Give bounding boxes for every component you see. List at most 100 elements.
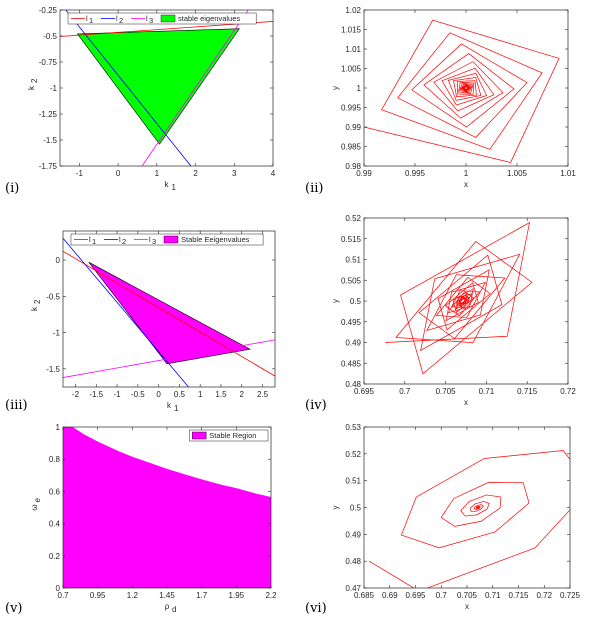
plot-area-iv — [385, 221, 533, 375]
x-tick-label: 1.01 — [560, 169, 576, 178]
legend-entry-label: l — [89, 235, 91, 244]
x-axis-label-sub: 1 — [174, 404, 179, 413]
x-axis-label: x — [465, 602, 469, 611]
x-tick-label: 1.95 — [229, 591, 245, 600]
axes-box-iii — [62, 230, 276, 388]
trajectory-iv — [385, 221, 533, 375]
x-tick-label: 0.715 — [508, 591, 529, 600]
y-tick-label: 0.53 — [345, 423, 361, 432]
y-tick-label: -1.25 — [39, 110, 58, 119]
y-axis-label-sub: 2 — [33, 299, 42, 304]
x-tick-label: 1 — [198, 390, 203, 399]
x-tick-label: 2.5 — [257, 390, 269, 399]
x-tick-label: 0.725 — [560, 591, 581, 600]
y-tick-label: 0.985 — [341, 143, 362, 152]
x-tick-label: 0 — [116, 169, 121, 178]
y-tick-label: 1 — [357, 84, 362, 93]
y-tick-label: 0.5 — [350, 297, 362, 306]
x-tick-label: -0.5 — [131, 390, 145, 399]
y-tick-label: 0.2 — [49, 552, 61, 561]
y-tick-label: 0.47 — [345, 584, 361, 593]
legend-box — [189, 429, 269, 442]
stable-region-iii — [88, 261, 251, 365]
trajectory-vi — [368, 450, 570, 588]
trajectory-ii — [364, 19, 560, 163]
panel-label-i: (i) — [5, 181, 19, 196]
svg-text:x: x — [464, 180, 468, 189]
svg-text:k: k — [30, 306, 39, 311]
plot-area-vi — [368, 450, 570, 588]
plot-area-ii — [364, 19, 560, 163]
chart-v: 0.7 0.95 1.2 1.45 1.7 1.95 2.2 0 0.2 0.4 0.6 0.8 1 ρ d… — [5, 423, 277, 616]
x-tick-label: 1.5 — [215, 390, 227, 399]
boundary-line-l3 — [63, 339, 275, 378]
x-tick-label: 0.69 — [382, 591, 398, 600]
chart-ii: 0.99 0.995 1 1.005 1.01 0.98 0.985 0.99 0.995 1 1.… — [305, 6, 576, 196]
x-tick-label: 0.7 — [57, 591, 69, 600]
legend-entry-sub: 1 — [89, 16, 93, 25]
legend-entry-label: l — [119, 235, 121, 244]
y-tick-label: -0.5 — [46, 292, 60, 301]
y-tick-label: 1.01 — [345, 45, 361, 54]
y-tick-label: 0.505 — [341, 276, 362, 285]
chart-vi: 0.685 0.69 0.695 0.7 0.705 0.71 0.715 0.72 0.725… — [305, 423, 581, 616]
legend-swatch-patch — [192, 431, 207, 440]
legend-entry-label: l — [146, 14, 148, 23]
y-tick-label: 0.6 — [49, 487, 61, 496]
y-tick-label: 0.99 — [345, 123, 361, 132]
svg-text:k: k — [167, 401, 172, 410]
legend-entry-label: Stable Region — [209, 431, 256, 440]
x-tick-label: 0.715 — [517, 387, 538, 396]
x-tick-label: -2 — [72, 390, 80, 399]
y-tick-label: -0.75 — [39, 58, 58, 67]
legend-swatch-patch — [160, 14, 176, 23]
y-tick-label: -1.5 — [43, 136, 57, 145]
panel-label-v: (v) — [5, 601, 23, 616]
x-tick-label: 3 — [232, 169, 237, 178]
x-tick-label: 0.71 — [479, 387, 495, 396]
panel-label-iii: (iii) — [5, 398, 28, 413]
y-tick-label: 0.48 — [345, 557, 361, 566]
panel-label-iv: (iv) — [305, 398, 327, 413]
chart-iii: -2 -1.5 -1 -0.5 0 0.5 1 1.5 2 2.5-1.5-1-0.50k 1k2l… — [5, 230, 276, 413]
plot-area-iii — [63, 237, 275, 387]
x-tick-label: -1 — [76, 169, 84, 178]
x-tick-label: 2.2 — [265, 591, 277, 600]
x-tick-label: 1.005 — [507, 169, 528, 178]
panel-label-ii: (ii) — [305, 181, 323, 196]
y-tick-label: 1.005 — [341, 65, 362, 74]
boundary-line-l2 — [65, 10, 192, 166]
y-tick-label: 0.52 — [345, 450, 361, 459]
y-axis-label-sub: e — [33, 498, 42, 503]
plot-area-v — [63, 427, 271, 588]
x-tick-label: 1 — [155, 169, 160, 178]
chart-iv: 0.695 0.7 0.705 0.71 0.715 0.72 0.48 0.485 0.49 0… — [305, 214, 576, 413]
y-axis-label-sub: 2 — [30, 78, 39, 83]
legend-entry-sub: 3 — [152, 237, 156, 246]
x-axis-label-sub: 1 — [172, 183, 177, 192]
y-tick-label: 1 — [56, 423, 61, 432]
x-tick-label: 0.705 — [436, 387, 457, 396]
svg-text:y: y — [331, 86, 340, 90]
y-tick-label: 0.4 — [49, 520, 61, 529]
axes-box-vi — [363, 426, 571, 589]
x-tick-label: 1.7 — [196, 591, 208, 600]
svg-text:y: y — [331, 299, 340, 303]
legend-entry-label: stable eigenvalues — [178, 14, 240, 23]
y-tick-label: 0.5 — [350, 504, 362, 513]
x-tick-label: 0.71 — [485, 591, 501, 600]
x-axis-label: x — [464, 398, 468, 407]
legend-swatch-patch — [163, 235, 179, 244]
y-tick-label: 0.49 — [345, 530, 361, 539]
legend-i: l 1 l 2 l 3 stable eigenvalues — [67, 12, 257, 25]
svg-text:ω: ω — [30, 504, 39, 510]
x-tick-label: 0.72 — [536, 591, 552, 600]
x-tick-label: 0.5 — [174, 390, 186, 399]
x-tick-label: 0.7 — [436, 591, 448, 600]
legend-entry-label: l — [149, 235, 151, 244]
x-tick-label: -1.5 — [89, 390, 103, 399]
x-tick-label: 0.695 — [354, 387, 375, 396]
boundary-line-l3 — [141, 10, 249, 166]
y-tick-label: -1.75 — [39, 162, 58, 171]
